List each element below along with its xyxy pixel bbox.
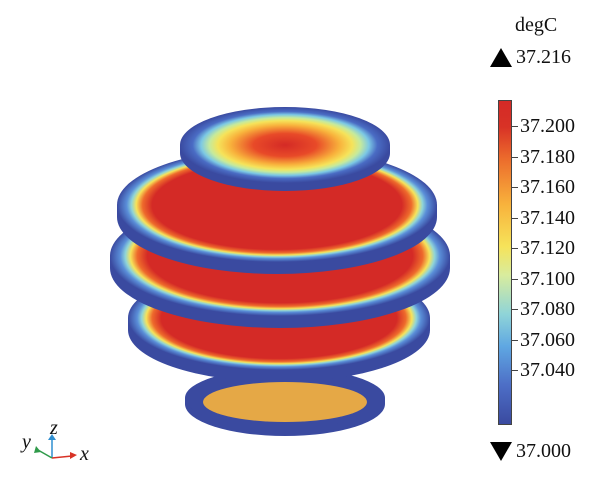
y-axis-arrow-icon [34,446,41,453]
axis-triad: z x y [20,417,89,465]
colorbar-tick-label: 37.200 [520,115,575,137]
colorbar-tick-label: 37.180 [520,146,575,168]
colorbar-tick [512,340,518,341]
legend-unit: degC [515,14,558,36]
colorbar [498,100,512,425]
min-triangle-icon [490,442,512,461]
z-axis-label: z [49,417,58,439]
legend-min: 37.000 [490,440,571,463]
colorbar-tick [512,218,518,219]
z-axis-arrow-icon [48,434,56,440]
max-triangle-icon [490,48,512,67]
colorbar-tick [512,248,518,249]
legend-min-value: 37.000 [516,440,571,462]
colorbar-tick-label: 37.160 [520,176,575,198]
colorbar-tick-label: 37.140 [520,207,575,229]
temperature-slices-plot: z x y [20,107,450,465]
colorbar-tick [512,126,518,127]
slice-bottom [185,368,385,436]
colorbar-tick-label: 37.120 [520,237,575,259]
colorbar-tick [512,370,518,371]
colorbar-tick-label: 37.080 [520,298,575,320]
colorbar-tick-label: 37.060 [520,329,575,351]
legend-max-value: 37.216 [516,46,571,68]
y-axis-label: y [20,431,31,453]
slice-top [180,107,390,191]
x-axis-line [51,455,73,459]
colorbar-tick-label: 37.100 [520,268,575,290]
x-axis-arrow-icon [70,452,77,459]
colorbar-tick [512,157,518,158]
legend-max: 37.216 [490,46,571,69]
colorbar-tick [512,187,518,188]
slice-upper [117,148,437,274]
x-axis-label: x [79,443,89,465]
colorbar-tick [512,309,518,310]
colorbar-tick [512,279,518,280]
colorbar-tick-label: 37.040 [520,359,575,381]
